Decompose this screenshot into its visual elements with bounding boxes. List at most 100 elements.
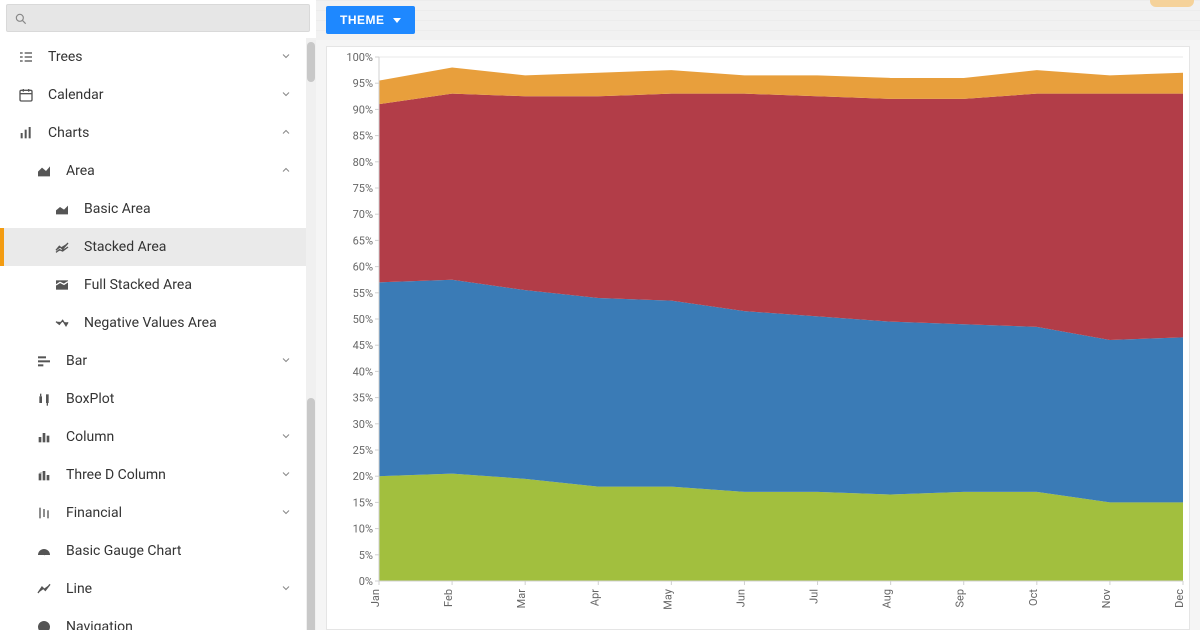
svg-text:65%: 65%	[353, 234, 373, 247]
svg-text:Dec: Dec	[1173, 589, 1186, 608]
sidebar-item-basic[interactable]: Basic Area	[0, 190, 306, 228]
svg-text:10%: 10%	[353, 523, 373, 536]
nav-icon	[36, 619, 52, 630]
full-icon	[54, 277, 70, 293]
sidebar-item-label: Navigation	[66, 619, 294, 630]
sidebar-item-label: Bar	[66, 353, 280, 369]
svg-text:0%: 0%	[359, 575, 373, 588]
svg-text:Feb: Feb	[442, 589, 455, 607]
sidebar-item-label: Basic Gauge Chart	[66, 543, 294, 559]
sidebar-item-label: Charts	[48, 125, 280, 141]
sidebar-item-column[interactable]: Column	[0, 418, 306, 456]
sidebar-item-threed[interactable]: Three D Column	[0, 456, 306, 494]
chevron-down-icon	[280, 582, 294, 596]
svg-text:85%: 85%	[353, 130, 373, 143]
svg-text:100%: 100%	[346, 51, 373, 64]
svg-text:95%: 95%	[353, 77, 373, 90]
calendar-icon	[18, 87, 34, 103]
chevron-down-icon	[280, 88, 294, 102]
sidebar-item-financial[interactable]: Financial	[0, 494, 306, 532]
stacked-area-chart: 0% 5% 10% 15% 20% 25% 30% 35% 40% 45% 50% 55% 60% 65%…	[327, 47, 1189, 629]
col3d-icon	[36, 467, 52, 483]
tree-icon	[18, 49, 34, 65]
toolbar: THEME	[316, 0, 1200, 40]
sidebar-nav: Trees Calendar Charts Area Basic Area Stacked…	[0, 38, 316, 630]
gauge-icon	[36, 543, 52, 559]
bar-icon	[36, 353, 52, 369]
svg-text:Jun: Jun	[734, 589, 747, 607]
svg-text:30%: 30%	[353, 418, 373, 431]
chevron-up-icon	[280, 126, 294, 140]
svg-text:15%: 15%	[353, 496, 373, 509]
svg-text:60%: 60%	[353, 261, 373, 274]
theme-button[interactable]: THEME	[326, 6, 415, 34]
svg-text:Jul: Jul	[808, 589, 821, 604]
search-input[interactable]	[6, 4, 310, 32]
svg-text:90%: 90%	[353, 103, 373, 116]
sidebar-item-negative[interactable]: Negative Values Area	[0, 304, 306, 342]
sidebar-item-bar[interactable]: Bar	[0, 342, 306, 380]
sidebar-item-label: BoxPlot	[66, 391, 294, 407]
fin-icon	[36, 505, 52, 521]
neg-icon	[54, 315, 70, 331]
stacked-icon	[54, 239, 70, 255]
sidebar-scrollbar[interactable]	[306, 38, 316, 630]
sidebar-scroll: Trees Calendar Charts Area Basic Area Stacked…	[0, 38, 316, 630]
search-wrap	[0, 0, 316, 38]
theme-button-label: THEME	[340, 13, 385, 27]
sidebar-item-boxplot[interactable]: BoxPlot	[0, 380, 306, 418]
svg-text:Apr: Apr	[588, 589, 601, 606]
svg-text:70%: 70%	[353, 208, 373, 221]
sidebar-item-stacked[interactable]: Stacked Area	[0, 228, 306, 266]
chart-panel: 0% 5% 10% 15% 20% 25% 30% 35% 40% 45% 50% 55% 60% 65%…	[326, 46, 1190, 630]
line-icon	[36, 581, 52, 597]
sidebar-item-label: Full Stacked Area	[84, 277, 294, 293]
sidebar-item-label: Stacked Area	[84, 239, 294, 255]
sidebar-item-fullstack[interactable]: Full Stacked Area	[0, 266, 306, 304]
svg-text:5%: 5%	[359, 549, 373, 562]
svg-text:50%: 50%	[353, 313, 373, 326]
sidebar-item-line[interactable]: Line	[0, 570, 306, 608]
svg-text:55%: 55%	[353, 287, 373, 300]
chevron-down-icon	[280, 430, 294, 444]
sidebar-item-area[interactable]: Area	[0, 152, 306, 190]
svg-text:Nov: Nov	[1100, 588, 1113, 608]
sidebar-item-calendar[interactable]: Calendar	[0, 76, 306, 114]
chevron-down-icon	[280, 506, 294, 520]
sidebar-item-navigation[interactable]: Navigation	[0, 608, 306, 630]
sidebar-item-label: Financial	[66, 505, 280, 521]
chevron-down-icon	[280, 468, 294, 482]
svg-text:20%: 20%	[353, 470, 373, 483]
sidebar-item-label: Line	[66, 581, 280, 597]
svg-text:45%: 45%	[353, 339, 373, 352]
toolbar-decor	[1150, 0, 1194, 7]
sidebar-item-label: Three D Column	[66, 467, 280, 483]
sidebar-item-label: Calendar	[48, 87, 280, 103]
sidebar-item-label: Trees	[48, 49, 280, 65]
sidebar-item-label: Negative Values Area	[84, 315, 294, 331]
charts-icon	[18, 125, 34, 141]
sidebar-item-gauge[interactable]: Basic Gauge Chart	[0, 532, 306, 570]
sidebar-item-label: Basic Area	[84, 201, 294, 217]
chevron-down-icon	[280, 50, 294, 64]
col-icon	[36, 429, 52, 445]
search-icon	[14, 12, 28, 26]
svg-text:May: May	[661, 588, 674, 610]
sidebar-item-trees[interactable]: Trees	[0, 38, 306, 76]
svg-text:75%: 75%	[353, 182, 373, 195]
box-icon	[36, 391, 52, 407]
scrollbar-thumb-top[interactable]	[307, 42, 315, 82]
chevron-down-icon	[393, 18, 401, 23]
svg-text:25%: 25%	[353, 444, 373, 457]
sidebar-item-label: Column	[66, 429, 280, 445]
svg-text:Sep: Sep	[954, 589, 967, 608]
svg-text:40%: 40%	[353, 365, 373, 378]
sidebar-item-label: Area	[66, 163, 280, 179]
area-s-icon	[54, 201, 70, 217]
scrollbar-thumb-bottom[interactable]	[307, 398, 315, 630]
svg-text:35%: 35%	[353, 392, 373, 405]
sidebar: Trees Calendar Charts Area Basic Area Stacked…	[0, 0, 316, 630]
sidebar-item-charts[interactable]: Charts	[0, 114, 306, 152]
svg-text:Aug: Aug	[881, 589, 894, 608]
svg-text:Jan: Jan	[369, 589, 382, 607]
